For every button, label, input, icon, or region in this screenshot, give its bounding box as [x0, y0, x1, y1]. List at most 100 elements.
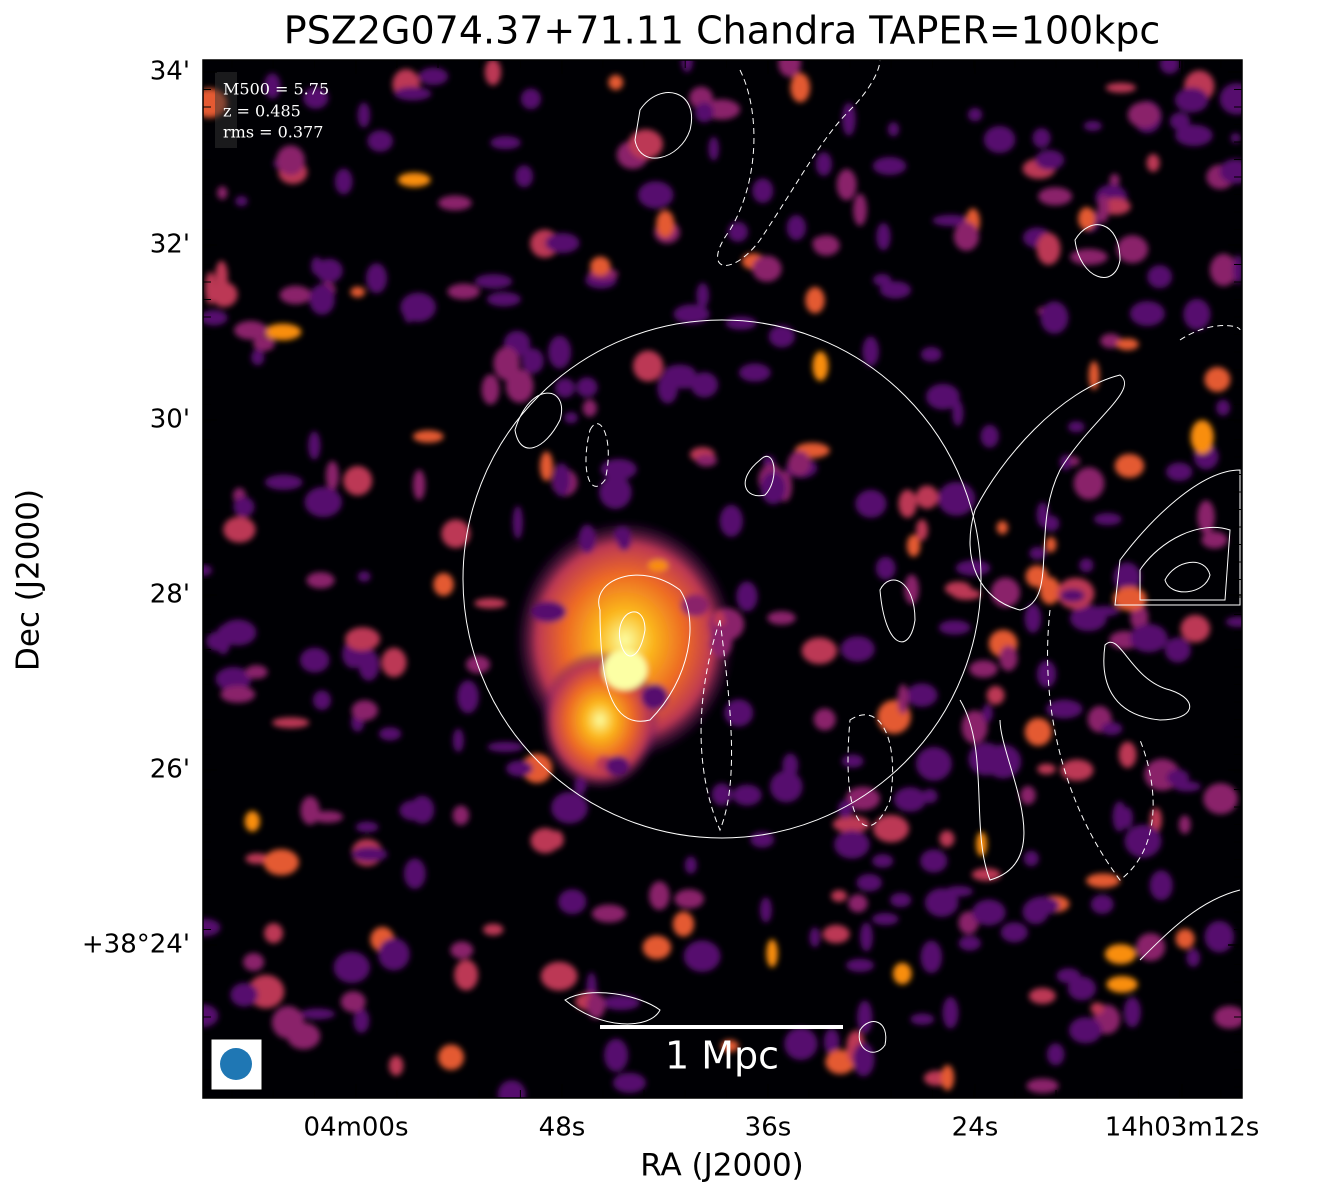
- noise-blob: [942, 996, 959, 1029]
- noise-blob: [590, 256, 611, 276]
- noise-blob: [497, 1080, 526, 1098]
- noise-blob: [1130, 604, 1149, 631]
- noise-blob: [940, 1064, 955, 1091]
- noise-blob: [591, 904, 627, 923]
- noise-blob: [438, 1044, 465, 1071]
- noise-blob: [272, 717, 310, 729]
- noise-blob: [309, 284, 335, 315]
- noise-blob: [937, 481, 976, 516]
- emission: [203, 60, 1242, 1098]
- noise-blob: [1060, 759, 1094, 781]
- noise-blob: [982, 704, 993, 723]
- noise-blob: [836, 169, 857, 201]
- noise-blob: [893, 787, 927, 812]
- noise-blob: [768, 325, 795, 348]
- noise-blob: [605, 755, 630, 777]
- noise-blob: [1129, 301, 1165, 327]
- noise-blob: [1201, 531, 1228, 549]
- noise-blob: [1036, 232, 1061, 265]
- noise-blob: [711, 783, 732, 806]
- noise-blob: [1067, 976, 1096, 1001]
- noise-blob: [822, 924, 850, 944]
- noise-blob: [1178, 815, 1191, 834]
- noise-blob: [862, 336, 879, 367]
- noise-blob: [251, 349, 265, 366]
- noise-blob: [990, 577, 1021, 608]
- noise-blob: [786, 215, 807, 241]
- noise-blob: [1164, 637, 1191, 663]
- noise-blob: [767, 611, 796, 625]
- noise-blob: [235, 196, 248, 207]
- noise-blob: [648, 559, 669, 572]
- contour: [1179, 325, 1241, 341]
- noise-blob: [452, 728, 464, 753]
- noise-blob: [304, 486, 342, 518]
- noise-blob: [872, 156, 907, 176]
- noise-blob: [872, 854, 894, 868]
- noise-blob: [953, 222, 979, 251]
- noise-blob: [904, 574, 919, 605]
- noise-blob: [736, 581, 758, 612]
- noise-blob: [1165, 462, 1193, 482]
- cluster-core: [603, 650, 647, 690]
- noise-blob: [244, 810, 260, 832]
- noise-blob: [397, 172, 431, 188]
- noise-blob: [752, 178, 774, 204]
- contour: [1164, 561, 1211, 593]
- noise-blob: [873, 273, 892, 286]
- noise-blob: [223, 516, 256, 543]
- noise-blob: [840, 636, 875, 662]
- noise-blob: [203, 564, 213, 576]
- noise-blob: [1073, 467, 1105, 500]
- noise-blob: [1023, 850, 1039, 867]
- noise-blob: [680, 594, 709, 617]
- noise-blob: [484, 60, 502, 86]
- noise-blob: [788, 450, 811, 476]
- contour: [879, 579, 916, 643]
- info-text: M500 = 5.75: [223, 80, 329, 99]
- noise-blob: [413, 469, 426, 500]
- noise-blob: [1174, 87, 1209, 113]
- noise-blob: [1097, 194, 1109, 223]
- noise-blob: [1040, 301, 1069, 334]
- noise-blob: [1069, 1017, 1102, 1044]
- info-box: M500 = 5.75 z = 0.485 rms = 0.377: [215, 72, 329, 148]
- noise-blob: [1020, 786, 1036, 805]
- noise-blob: [1230, 133, 1241, 144]
- noise-blob: [217, 186, 228, 200]
- noise-blob: [576, 377, 598, 398]
- noise-blob: [482, 923, 504, 936]
- noise-blob: [487, 741, 524, 753]
- noise-blob: [450, 941, 474, 959]
- x-tick-label: 14h03m12s: [1105, 1113, 1260, 1143]
- noise-blob: [1000, 922, 1028, 943]
- y-tick-label: 34': [150, 57, 190, 87]
- noise-blob: [1029, 546, 1046, 560]
- noise-blob: [279, 285, 312, 305]
- noise-blob: [980, 424, 999, 448]
- noise-blob: [574, 776, 587, 795]
- noise-blob: [696, 282, 710, 308]
- noise-blob: [245, 665, 268, 679]
- noise-blob: [637, 181, 674, 209]
- contour: [598, 574, 691, 722]
- noise-blob: [481, 374, 500, 405]
- contour: [1047, 609, 1154, 881]
- noise-blob: [351, 846, 388, 862]
- noise-blob: [351, 700, 378, 721]
- noise-blob: [690, 372, 719, 398]
- contour: [564, 992, 661, 1025]
- noise-blob: [350, 286, 366, 298]
- noise-blob: [1037, 763, 1056, 775]
- noise-blob: [939, 830, 955, 848]
- noise-blob: [367, 130, 393, 152]
- noise-blob: [1166, 769, 1190, 786]
- noise-blob: [813, 235, 840, 256]
- noise-blob: [694, 102, 714, 123]
- x-tick-label: 48s: [539, 1113, 586, 1143]
- noise-blob: [549, 830, 564, 849]
- noise-blob: [1045, 536, 1057, 553]
- noise-blob: [353, 1008, 370, 1033]
